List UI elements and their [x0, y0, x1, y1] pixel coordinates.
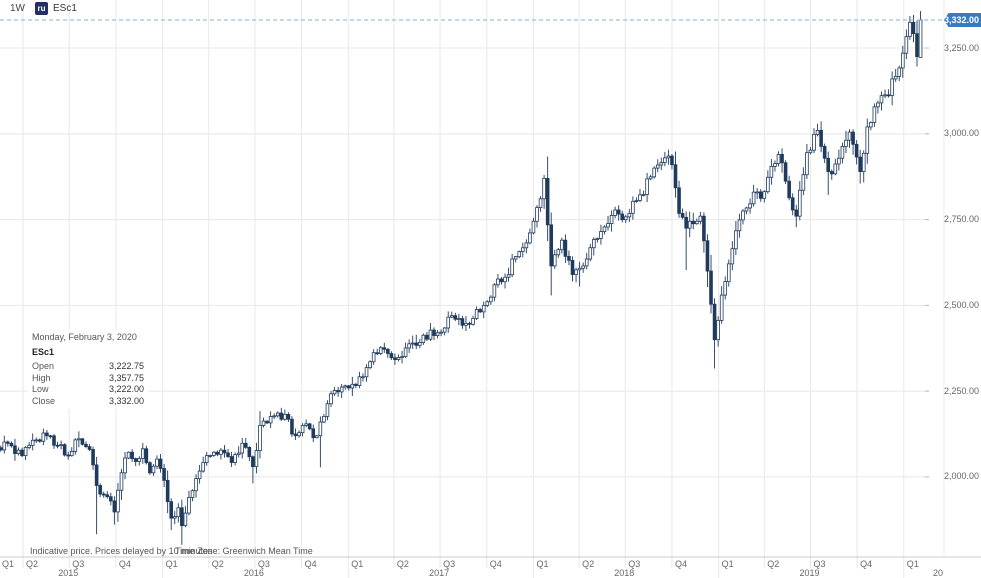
tooltip-open-row: Open 3,222.75 — [32, 361, 144, 373]
x-axis-quarter-label: Q1 — [906, 559, 919, 569]
x-axis-quarter-label: Q1 — [351, 559, 364, 569]
x-axis-quarter-label: Q1 — [536, 559, 549, 569]
x-axis-year-label: 2018 — [614, 568, 635, 578]
tooltip-symbol: ESc1 — [32, 347, 55, 357]
x-axis-quarter-label: Q3 — [257, 559, 270, 569]
x-axis-quarter-label: Q1 — [2, 559, 15, 569]
x-axis-quarter-label: Q2 — [396, 559, 409, 569]
tooltip-low-row: Low 3,222.00 — [32, 384, 144, 396]
close-label: Close — [32, 395, 56, 406]
y-axis-label: 3,250.00 — [943, 42, 979, 53]
tooltip-date: Monday, February 3, 2020 — [32, 332, 137, 342]
x-axis-quarter-label: Q2 — [26, 559, 39, 569]
price-disclaimer: Indicative price. Prices delayed by 10 m… — [30, 546, 213, 556]
x-axis-quarter-label: Q1 — [165, 559, 178, 569]
x-axis-quarter-label: Q3 — [443, 559, 456, 569]
x-axis-quarter-label: Q3 — [628, 559, 641, 569]
x-axis-year-label: 2015 — [58, 568, 79, 578]
low-label: Low — [32, 384, 49, 394]
symbol-label[interactable]: ESc1 — [53, 3, 77, 14]
tooltip-close-row: Close 3,332.00 — [32, 396, 144, 408]
reuters-instrument-icon: ru — [35, 2, 48, 15]
x-axis-quarter-label: Q2 — [767, 559, 780, 569]
y-axis-label: 2,500.00 — [943, 299, 979, 310]
x-axis-year-label: 2017 — [429, 568, 450, 578]
x-axis-year-label: 2016 — [243, 568, 264, 578]
y-axis-label: 2,250.00 — [943, 385, 979, 396]
timezone-note: Time Zone: Greenwich Mean Time — [175, 546, 313, 556]
high-label: High — [32, 372, 51, 383]
x-axis-quarter-label: Q4 — [489, 559, 502, 569]
low-value: 3,222.00 — [108, 384, 144, 394]
last-price-tag: 3,332.00 — [944, 13, 981, 27]
x-axis-quarter-label: Q1 — [721, 559, 734, 569]
y-axis-label: 3,000.00 — [943, 128, 979, 139]
tooltip-high-row: High 3,357.75 — [32, 373, 144, 385]
ohlc-tooltip: Monday, February 3, 2020 ESc1 Open 3,222… — [28, 330, 148, 409]
x-axis-quarter-label: Q2 — [211, 559, 224, 569]
close-value: 3,332.00 — [108, 395, 144, 406]
x-axis-quarter-label: Q3 — [813, 559, 826, 569]
x-axis-quarter-label: Q2 — [582, 559, 595, 569]
open-value: 3,222.75 — [108, 361, 144, 371]
candlestick-series — [0, 11, 923, 545]
y-axis-label: 2,750.00 — [943, 214, 979, 225]
x-axis-quarter-label: Q4 — [674, 559, 687, 569]
x-axis-quarter-label: Q3 — [72, 559, 85, 569]
timeframe-label[interactable]: 1W — [10, 3, 25, 14]
y-axis-label: 2,000.00 — [943, 471, 979, 482]
open-label: Open — [32, 361, 55, 371]
x-axis-year-label: 2019 — [799, 568, 820, 578]
x-axis-quarter-label: Q4 — [860, 559, 873, 569]
high-value: 3,357.75 — [108, 372, 144, 383]
x-axis-quarter-label: Q4 — [304, 559, 317, 569]
x-axis-quarter-label: Q4 — [118, 559, 131, 569]
x-axis-year-label: 20 — [933, 568, 944, 578]
